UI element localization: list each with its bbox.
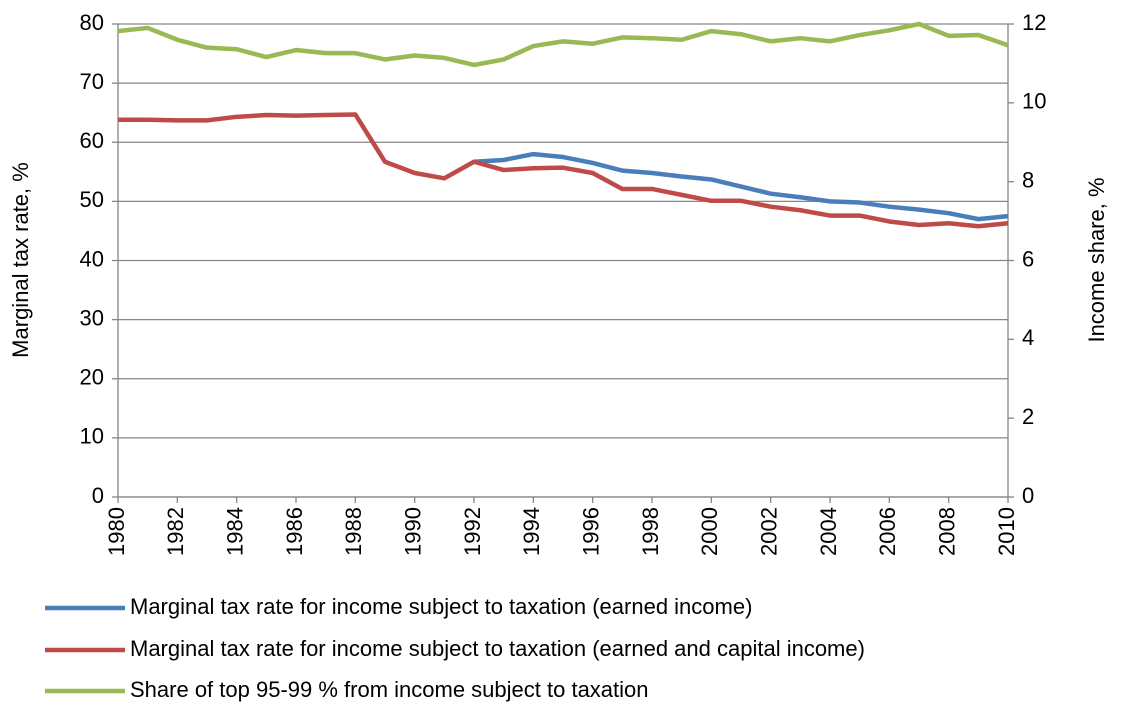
x-tick-label: 1992 <box>460 507 485 556</box>
x-tick-label: 2004 <box>816 507 841 556</box>
legend-label: Share of top 95-99 % from income subject… <box>130 677 649 702</box>
x-tick-label: 2000 <box>697 507 722 556</box>
y-tick-label: 40 <box>80 246 104 271</box>
x-tick-label: 2006 <box>875 507 900 556</box>
x-tick-label: 1986 <box>282 507 307 556</box>
y-tick-label: 20 <box>80 365 104 390</box>
series-line <box>473 151 1009 222</box>
legend-label: Marginal tax rate for income subject to … <box>130 594 752 619</box>
y2-tick-label: 8 <box>1022 167 1034 192</box>
x-tick-label: 1984 <box>222 507 247 556</box>
legend-label: Marginal tax rate for income subject to … <box>130 636 865 661</box>
y2-tick-label: 10 <box>1022 89 1046 114</box>
y-tick-label: 80 <box>80 10 104 35</box>
x-tick-label: 1998 <box>638 507 663 556</box>
y2-axis-label: Income share, % <box>1084 177 1109 342</box>
y2-tick-label: 12 <box>1022 10 1046 35</box>
series-line <box>118 112 1009 229</box>
x-tick-label: 2008 <box>934 507 959 556</box>
series-line <box>117 21 1009 68</box>
y-tick-label: 70 <box>80 69 104 94</box>
x-tick-label: 1988 <box>341 507 366 556</box>
y-tick-label: 0 <box>92 483 104 508</box>
y2-tick-label: 2 <box>1022 404 1034 429</box>
x-tick-label: 1996 <box>578 507 603 556</box>
y-tick-label: 50 <box>80 187 104 212</box>
x-tick-label: 2010 <box>994 507 1019 556</box>
x-tick-label: 1994 <box>519 507 544 556</box>
y-tick-label: 10 <box>80 424 104 449</box>
y-axis-label: Marginal tax rate, % <box>8 162 33 358</box>
y-tick-label: 60 <box>80 128 104 153</box>
y2-tick-label: 0 <box>1022 483 1034 508</box>
y2-tick-label: 6 <box>1022 246 1034 271</box>
y2-tick-label: 4 <box>1022 325 1034 350</box>
x-tick-label: 1982 <box>163 507 188 556</box>
x-tick-label: 1990 <box>400 507 425 556</box>
x-tick-label: 2002 <box>756 507 781 556</box>
x-tick-label: 1980 <box>104 507 129 556</box>
y-tick-label: 30 <box>80 305 104 330</box>
